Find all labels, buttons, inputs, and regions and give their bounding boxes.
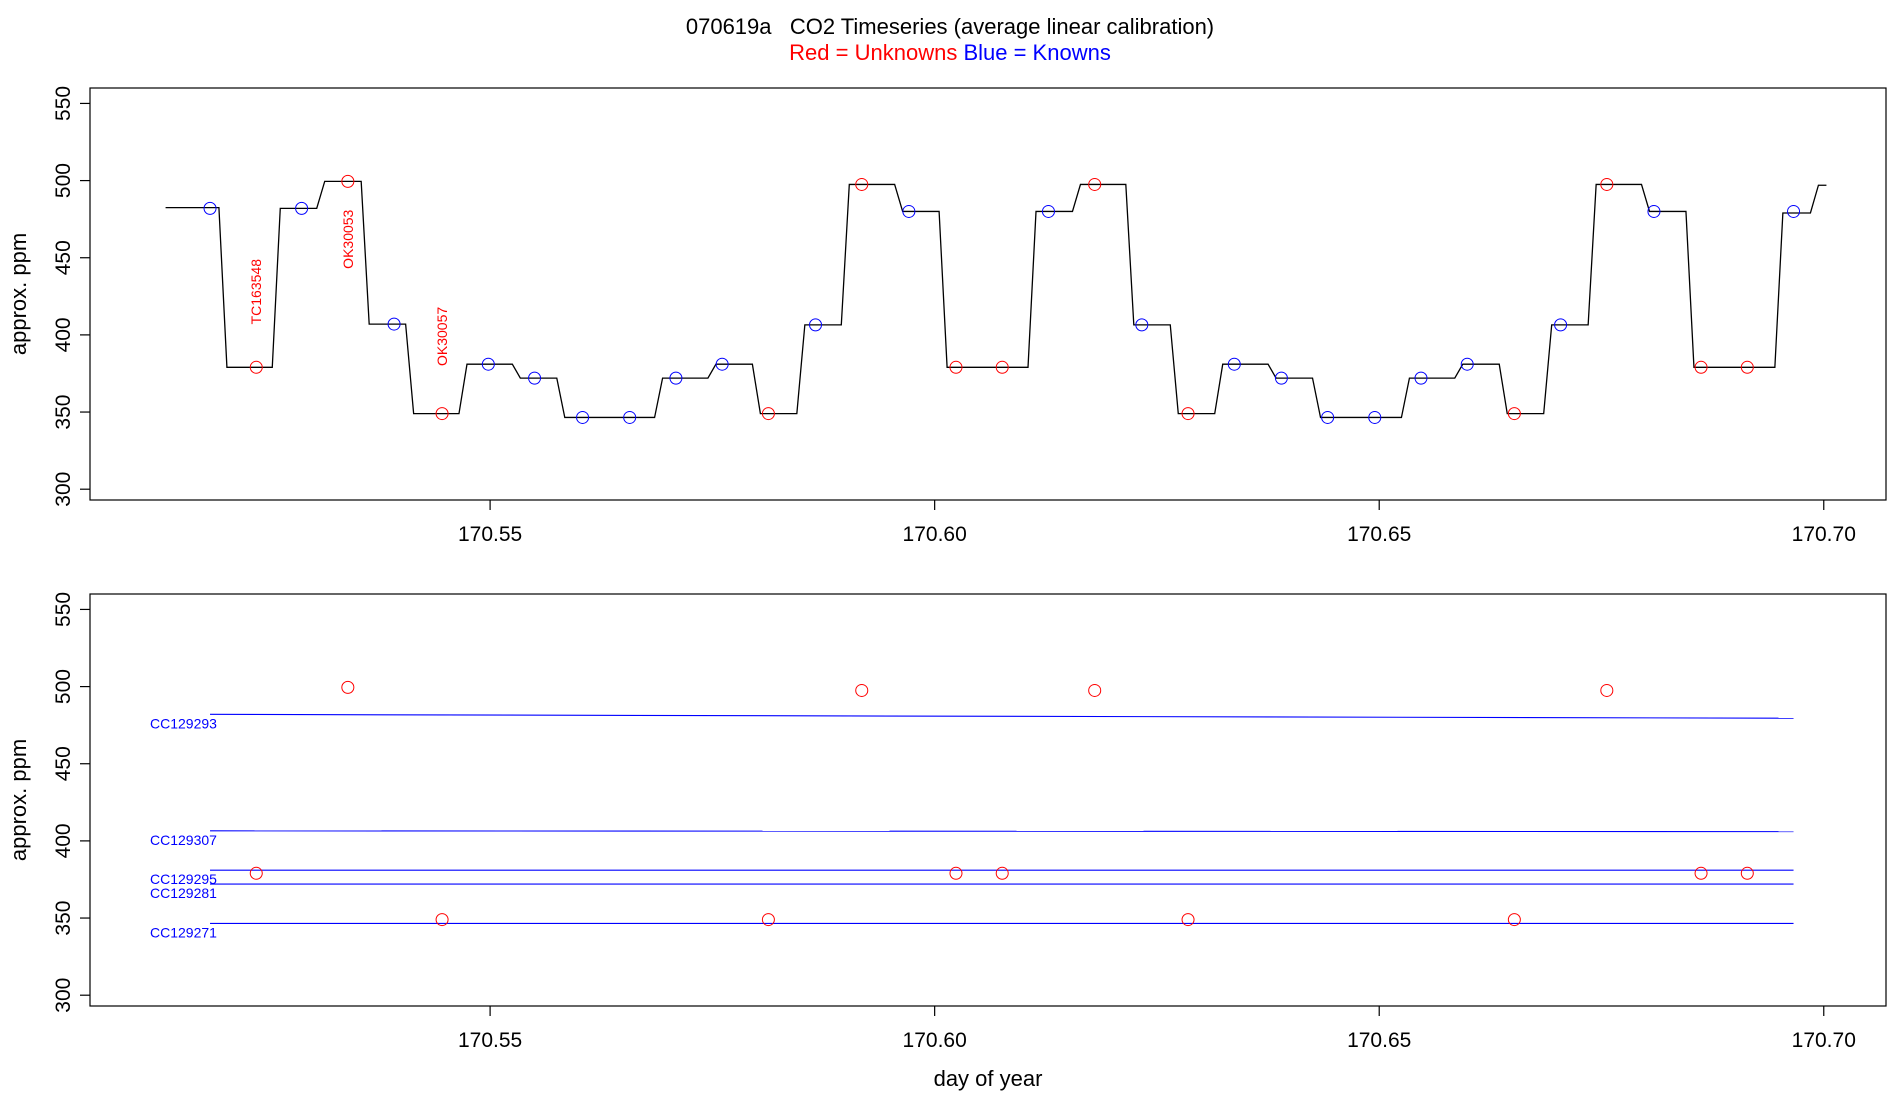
y-tick-label: 350 bbox=[52, 901, 75, 936]
unknown-point bbox=[1088, 177, 1102, 191]
standard-label: CC129281 bbox=[150, 885, 217, 901]
standard-line bbox=[210, 713, 1794, 719]
known-point bbox=[1647, 204, 1661, 218]
unknown-point bbox=[995, 360, 1009, 374]
y-tick-label: 450 bbox=[52, 746, 75, 781]
unknown-point bbox=[249, 360, 263, 374]
y-axis-label: approx. ppm bbox=[6, 739, 31, 861]
unknown-point bbox=[949, 866, 963, 880]
known-point bbox=[1135, 318, 1149, 332]
standard-line bbox=[210, 830, 1794, 833]
chart-title: 070619a CO2 Timeseries (average linear c… bbox=[685, 14, 1215, 39]
unknown-point bbox=[1694, 360, 1708, 374]
y-tick-label: 550 bbox=[52, 592, 75, 627]
sample-annotation: OK30057 bbox=[434, 307, 450, 366]
known-point bbox=[1041, 204, 1055, 218]
plot-frame bbox=[89, 87, 1887, 501]
known-point bbox=[1787, 204, 1801, 218]
x-tick-label: 170.60 bbox=[903, 1029, 967, 1052]
standard-label: CC129271 bbox=[150, 924, 217, 940]
standard-label: CC129307 bbox=[150, 832, 217, 848]
unknown-point bbox=[995, 866, 1009, 880]
unknown-point bbox=[435, 913, 449, 927]
unknown-point bbox=[761, 407, 775, 421]
y-tick-label: 400 bbox=[52, 317, 75, 352]
known-point bbox=[528, 371, 542, 385]
panel-1: 170.55 170.60 170.65 170.70 300 350 400 450 500 5… bbox=[6, 86, 1887, 546]
known-point bbox=[809, 318, 823, 332]
x-tick-label: 170.70 bbox=[1792, 523, 1856, 546]
co2-trace-line bbox=[165, 180, 1827, 419]
y-tick-label: 400 bbox=[52, 823, 75, 858]
unknown-point bbox=[1507, 407, 1521, 421]
known-point bbox=[1368, 410, 1382, 424]
y-tick-label: 350 bbox=[52, 395, 75, 430]
subtitle-knowns: Blue = Knowns bbox=[963, 40, 1111, 65]
chart-header: 070619a CO2 Timeseries (average linear c… bbox=[0, 14, 1900, 66]
x-tick-label: 170.60 bbox=[903, 523, 967, 546]
x-tick-label: 170.70 bbox=[1792, 1029, 1856, 1052]
unknown-point bbox=[761, 913, 775, 927]
sample-annotation: TC163548 bbox=[248, 259, 264, 325]
unknown-point bbox=[855, 177, 869, 191]
unknown-point bbox=[1740, 360, 1754, 374]
sample-annotation: OK30053 bbox=[340, 209, 356, 268]
unknown-point bbox=[1740, 866, 1754, 880]
x-tick-label: 170.55 bbox=[458, 1029, 522, 1052]
y-axis-label: approx. ppm bbox=[6, 233, 31, 355]
known-point bbox=[715, 357, 729, 371]
standard-label: CC129293 bbox=[150, 715, 217, 731]
known-point bbox=[576, 410, 590, 424]
y-tick-label: 500 bbox=[52, 669, 75, 704]
unknown-point bbox=[1694, 866, 1708, 880]
subtitle-unknowns: Red = Unknowns bbox=[789, 40, 958, 65]
plot-frame bbox=[89, 593, 1887, 1007]
unknown-point bbox=[1181, 913, 1195, 927]
x-tick-label: 170.65 bbox=[1347, 523, 1411, 546]
known-point bbox=[1227, 357, 1241, 371]
known-point bbox=[295, 201, 309, 215]
unknown-point bbox=[1600, 683, 1614, 697]
x-axis-label: day of year bbox=[934, 1066, 1043, 1091]
chart-subtitle: Red = Unknowns Blue = Knowns bbox=[0, 40, 1900, 66]
known-point bbox=[1414, 371, 1428, 385]
x-tick-label: 170.65 bbox=[1347, 1029, 1411, 1052]
known-point bbox=[623, 410, 637, 424]
y-tick-label: 500 bbox=[52, 163, 75, 198]
y-tick-label: 550 bbox=[52, 86, 75, 121]
known-point bbox=[669, 371, 683, 385]
known-point bbox=[1460, 357, 1474, 371]
x-tick-label: 170.55 bbox=[458, 523, 522, 546]
unknown-point bbox=[249, 866, 263, 880]
known-point bbox=[1321, 410, 1335, 424]
known-point bbox=[902, 204, 916, 218]
panel-2: 170.55 170.60 170.65 170.70 300 350 400 450 500 5… bbox=[6, 592, 1887, 1091]
standard-label: CC129295 bbox=[150, 871, 217, 887]
unknown-point bbox=[949, 360, 963, 374]
known-point bbox=[1554, 318, 1568, 332]
known-point bbox=[203, 201, 217, 215]
unknown-point bbox=[1507, 913, 1521, 927]
known-point bbox=[1274, 371, 1288, 385]
unknown-point bbox=[1600, 177, 1614, 191]
unknown-point bbox=[1088, 683, 1102, 697]
y-tick-label: 300 bbox=[52, 472, 75, 507]
known-point bbox=[387, 317, 401, 331]
unknown-point bbox=[855, 683, 869, 697]
unknown-point bbox=[341, 174, 355, 188]
unknown-point bbox=[1181, 407, 1195, 421]
y-tick-label: 300 bbox=[52, 978, 75, 1013]
known-point bbox=[481, 357, 495, 371]
unknown-point bbox=[341, 680, 355, 694]
y-tick-label: 450 bbox=[52, 240, 75, 275]
unknown-point bbox=[435, 407, 449, 421]
